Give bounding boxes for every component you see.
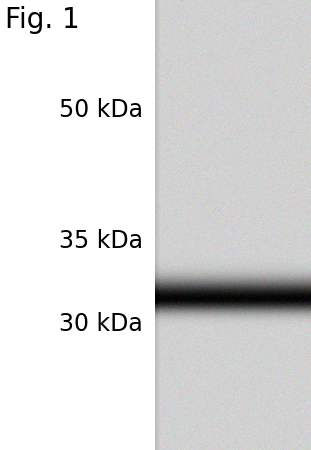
Text: Fig. 1: Fig. 1 [5,6,80,34]
Text: 35 kDa: 35 kDa [59,229,143,253]
Text: 50 kDa: 50 kDa [59,98,143,122]
Text: 30 kDa: 30 kDa [59,312,143,336]
